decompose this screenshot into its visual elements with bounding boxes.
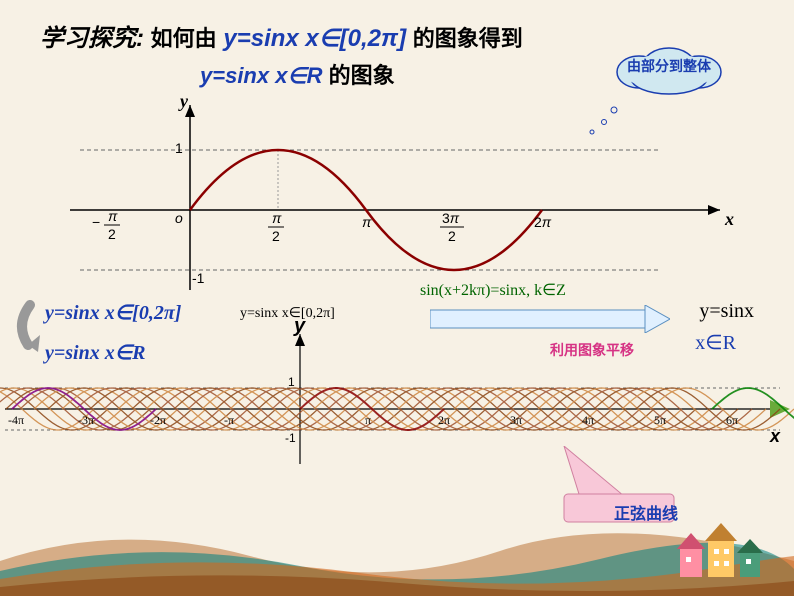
svg-text:5π: 5π [654, 413, 666, 427]
question-suffix: 的图象得到 [413, 26, 523, 51]
y-axis-label: y [178, 95, 189, 111]
svg-text:3π: 3π [510, 413, 522, 427]
svg-text:2: 2 [272, 228, 280, 244]
question-prefix: 如何由 [151, 26, 217, 51]
sine-chart-single: y x o 1 -1 − π 2 π 2 π 3π 2 2π [40, 95, 740, 295]
period-formula: sin(x+2kπ)=sinx, k∈Z [420, 280, 566, 300]
svg-text:-3π: -3π [78, 413, 94, 427]
bottom-decoration [0, 511, 794, 596]
svg-text:4π: 4π [582, 413, 594, 427]
svg-text:2π: 2π [534, 214, 552, 230]
svg-text:-2π: -2π [150, 413, 166, 427]
question-math2: y=sinx x∈R [200, 63, 323, 88]
svg-text:π: π [362, 214, 372, 230]
big-arrow-icon [430, 305, 670, 333]
svg-text:π: π [272, 210, 282, 226]
formula-left-1: y=sinx x∈[0,2π] [45, 300, 181, 325]
svg-text:π: π [108, 208, 118, 224]
svg-text:1: 1 [288, 375, 295, 389]
svg-text:-π: -π [224, 413, 234, 427]
x-axis-label: x [724, 209, 734, 229]
svg-text:6π: 6π [726, 413, 738, 427]
svg-text:2: 2 [108, 226, 116, 242]
cloud-text: 由部分到整体 [604, 56, 734, 76]
right-formula-1: y=sinx [699, 300, 754, 323]
svg-text:3π: 3π [442, 210, 460, 226]
svg-text:−: − [92, 214, 100, 230]
question-suffix2: 的图象 [329, 63, 395, 88]
svg-text:-1: -1 [285, 431, 296, 445]
svg-text:o: o [175, 210, 183, 226]
svg-text:π: π [365, 413, 371, 427]
question-math1: y=sinx x∈[0,2π] [223, 25, 406, 52]
svg-text:2π: 2π [438, 413, 450, 427]
center-formula: y=sinx x∈[0,2π] [240, 305, 335, 322]
svg-text:2: 2 [448, 228, 456, 244]
svg-text:x: x [769, 426, 781, 446]
cloud-callout: 由部分到整体 [604, 44, 734, 96]
svg-text:-1: -1 [192, 270, 205, 286]
svg-text:-4π: -4π [8, 413, 24, 427]
section-title: 学习探究: [40, 25, 144, 52]
svg-text:1: 1 [175, 140, 183, 156]
